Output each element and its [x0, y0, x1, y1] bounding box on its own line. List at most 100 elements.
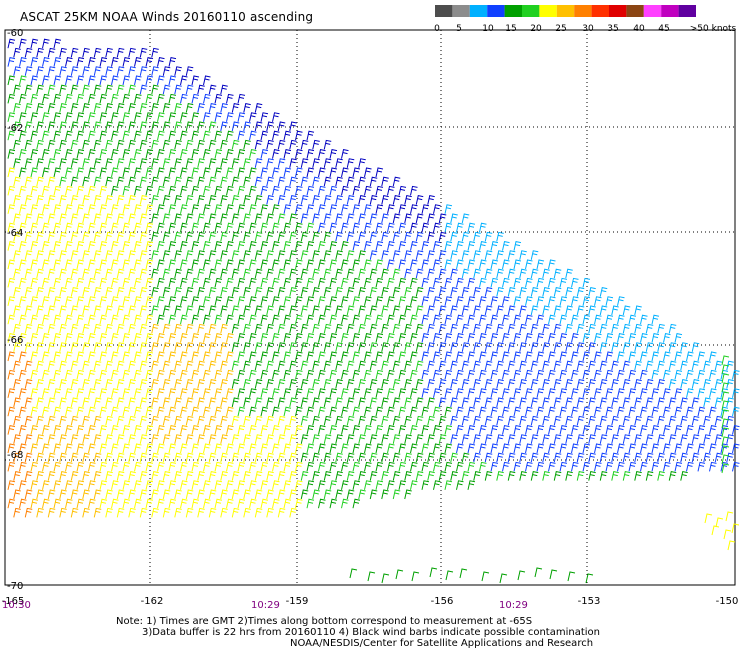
wind-barb: [93, 507, 102, 518]
wind-barb: [283, 351, 292, 362]
wind-barb: [93, 379, 102, 389]
wind-barb: [634, 323, 642, 334]
wind-barb: [260, 241, 269, 251]
wind-barb: [70, 121, 79, 132]
wind-barb: [139, 507, 148, 518]
wind-barb: [36, 176, 44, 187]
wind-barb: [352, 277, 361, 288]
wind-barb: [266, 471, 274, 481]
wind-barb: [139, 379, 148, 389]
wind-barb: [375, 406, 384, 417]
wind-barb: [19, 57, 27, 67]
wind-barb: [433, 222, 441, 233]
wind-barb: [226, 498, 234, 509]
wind-barb: [180, 443, 188, 454]
wind-barb: [283, 130, 292, 141]
wind-barb: [139, 305, 148, 316]
wind-barb: [42, 112, 50, 122]
wind-barb: [513, 406, 522, 417]
wind-barb: [456, 443, 464, 454]
wind-barb: [53, 480, 62, 490]
wind-barb: [254, 158, 263, 168]
wind-barb: [628, 314, 637, 325]
wind-barb: [145, 112, 154, 122]
wind-barb: [289, 507, 297, 518]
wind-barb: [634, 415, 642, 426]
wind-barb: [19, 259, 27, 270]
wind-barb: [341, 185, 349, 196]
wind-barb: [180, 204, 188, 214]
wind-barb: [525, 388, 533, 398]
wind-barb: [438, 379, 447, 389]
wind-barb: [214, 149, 223, 159]
wind-barb: [364, 406, 372, 417]
wind-barb: [208, 342, 217, 352]
wind-barb: [226, 425, 234, 435]
wind-barb: [651, 461, 660, 472]
wind-barb: [352, 425, 361, 435]
wind-barb: [174, 323, 182, 334]
wind-barb: [30, 112, 39, 122]
wind-barb: [300, 415, 309, 426]
wind-barb: [82, 66, 90, 76]
wind-barb: [36, 66, 44, 76]
wind-barb: [42, 149, 50, 159]
wind-barb: [582, 388, 591, 398]
wind-barb: [30, 296, 39, 306]
wind-barb: [542, 452, 550, 463]
wind-barb: [553, 434, 562, 444]
latitude-labels: -60 -62 -64 -66 -68 -70: [7, 28, 23, 592]
wind-barb: [289, 287, 297, 297]
wind-barb: [116, 434, 125, 444]
legend-swatch: [678, 5, 696, 17]
wind-barb: [157, 167, 165, 178]
wind-barb: [341, 296, 349, 306]
wind-barb: [283, 222, 292, 233]
wind-barb: [721, 436, 730, 447]
wind-barb: [358, 231, 366, 242]
legend-swatch: [574, 5, 592, 17]
wind-barb: [404, 342, 412, 352]
wind-barb: [197, 250, 205, 260]
legend-swatch: [504, 5, 522, 17]
wind-barb: [456, 222, 464, 233]
wind-barb: [473, 342, 481, 352]
wind-barb: [243, 323, 251, 334]
wind-barb: [99, 259, 108, 270]
wind-barb: [277, 231, 286, 242]
wind-barb: [208, 323, 217, 334]
wind-barb: [82, 231, 90, 242]
wind-barb: [134, 130, 142, 141]
wind-barb: [220, 305, 228, 316]
wind-barb: [70, 195, 79, 205]
wind-barb: [168, 425, 177, 435]
wind-barb: [519, 250, 527, 260]
wind-barb: [145, 333, 154, 343]
wind-barb: [714, 379, 723, 389]
wind-barb: [24, 434, 33, 444]
wind-barb: [519, 471, 527, 481]
wind-barb: [277, 176, 286, 187]
wind-barb: [145, 130, 154, 141]
wind-barb: [162, 287, 171, 297]
wind-barb: [105, 471, 113, 481]
wind-barb: [36, 250, 44, 260]
wind-barb: [519, 397, 527, 408]
wind-barb: [168, 406, 177, 417]
wind-barb: [76, 93, 85, 104]
wind-barb: [226, 296, 234, 306]
wind-barb: [341, 425, 349, 435]
wind-barb: [162, 84, 171, 95]
wind-barb: [519, 452, 527, 463]
wind-barb: [191, 480, 200, 490]
wind-barb: [542, 287, 550, 297]
wind-barb: [530, 397, 539, 408]
wind-barb: [105, 323, 113, 334]
wind-barb: [208, 121, 217, 132]
wind-barb: [375, 388, 384, 398]
wind-barb: [19, 204, 27, 214]
wind-barb: [180, 425, 188, 435]
wind-barb: [594, 351, 602, 362]
wind-barb: [300, 213, 309, 224]
wind-barb: [88, 204, 96, 214]
